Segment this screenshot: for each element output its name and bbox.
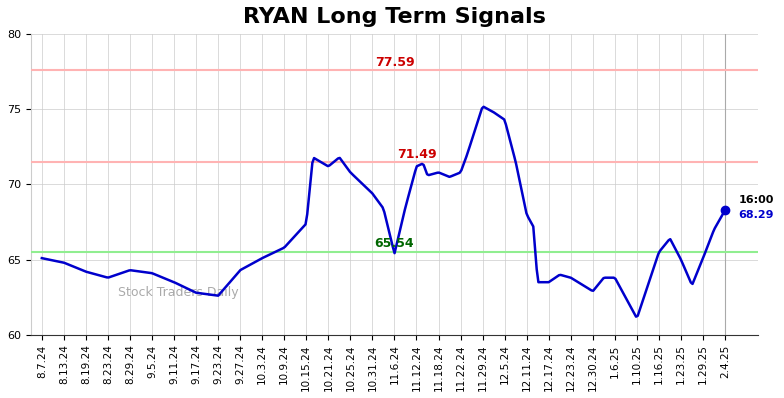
- Text: 71.49: 71.49: [397, 148, 437, 160]
- Text: 68.29: 68.29: [739, 210, 774, 220]
- Text: 65.54: 65.54: [375, 237, 414, 250]
- Text: 16:00: 16:00: [739, 195, 774, 205]
- Title: RYAN Long Term Signals: RYAN Long Term Signals: [243, 7, 546, 27]
- Text: Stock Traders Daily: Stock Traders Daily: [118, 286, 238, 299]
- Text: 77.59: 77.59: [375, 56, 414, 69]
